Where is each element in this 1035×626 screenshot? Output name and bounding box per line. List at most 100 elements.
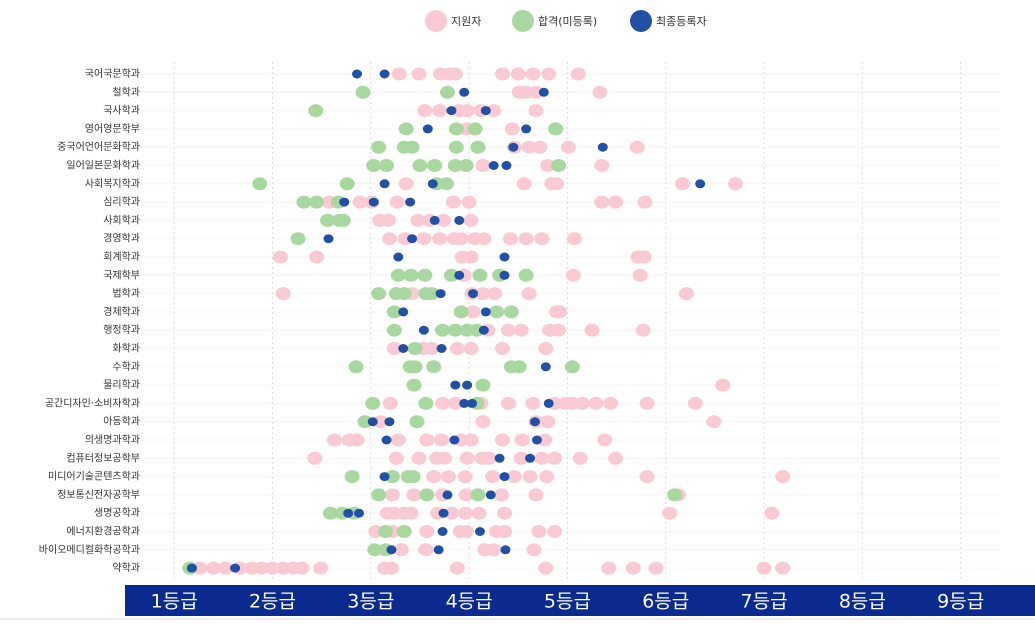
dot: [475, 159, 491, 172]
dot: [500, 396, 516, 410]
dot: [436, 213, 452, 227]
dot: [775, 470, 791, 484]
dot: [525, 396, 541, 410]
dot: [436, 344, 447, 353]
dot: [443, 268, 459, 282]
dot: [447, 67, 463, 81]
dot: [639, 396, 655, 410]
dot: [540, 362, 551, 372]
dot: [538, 561, 554, 575]
dot: [531, 435, 542, 445]
dot: [378, 525, 394, 538]
dot: [470, 140, 486, 154]
dot: [475, 378, 491, 392]
dot: [406, 488, 422, 502]
dot: [639, 470, 655, 484]
dot: [453, 232, 469, 246]
dot: [588, 396, 604, 410]
dot: [371, 287, 387, 301]
dot: [411, 451, 427, 465]
category-label: 생명공학과: [94, 507, 140, 519]
dot: [437, 451, 453, 465]
dot: [368, 197, 379, 207]
dot: [419, 525, 435, 538]
category-label: 사회복지학과: [85, 178, 140, 190]
dot: [418, 396, 434, 410]
dot: [489, 305, 505, 319]
dot: [406, 378, 422, 392]
dot: [437, 527, 448, 536]
category-label: 미디어기술콘텐츠학과: [48, 471, 140, 483]
dot: [379, 69, 390, 79]
dot: [296, 195, 312, 209]
dot: [403, 506, 419, 520]
dot: [463, 433, 479, 447]
dot: [584, 323, 600, 337]
dot: [443, 506, 459, 520]
dot: [547, 525, 563, 538]
dot: [463, 342, 479, 355]
dot: [405, 470, 421, 484]
dot: [540, 415, 556, 429]
dot: [419, 433, 435, 447]
dot: [344, 470, 360, 484]
dot: [352, 69, 363, 79]
x-tick-label: 4등급: [446, 591, 493, 613]
dot: [526, 543, 542, 557]
dot: [496, 506, 512, 520]
dot: [500, 323, 516, 337]
dot: [504, 122, 520, 136]
dot: [454, 215, 465, 225]
dot: [528, 104, 544, 118]
dot: [252, 177, 268, 191]
dot: [728, 177, 744, 191]
dot: [290, 232, 306, 246]
dot: [383, 561, 399, 575]
dot: [367, 417, 378, 427]
dot: [417, 268, 433, 282]
dot: [426, 360, 442, 374]
dot: [326, 433, 342, 447]
category-label: 수학과: [112, 361, 140, 373]
dot: [449, 342, 465, 355]
category-label: 중국어언어문화학과: [57, 141, 140, 153]
dot: [254, 561, 270, 575]
dot: [534, 232, 550, 246]
dot: [662, 506, 678, 520]
dot: [388, 451, 404, 465]
dot: [382, 396, 398, 410]
dot: [487, 287, 503, 301]
dot: [217, 561, 233, 575]
dot: [349, 433, 365, 447]
category-label: 바이오메디컬화학공학과: [39, 543, 140, 556]
category-label: 일어일본문화학과: [66, 160, 140, 172]
dot: [365, 396, 381, 410]
dot: [678, 287, 694, 301]
dot: [467, 122, 483, 136]
category-label: 의생명과학과: [85, 434, 140, 446]
dot: [594, 159, 610, 172]
dot: [390, 268, 406, 282]
dot: [412, 159, 428, 172]
dot: [540, 159, 556, 172]
dot: [418, 325, 429, 335]
dot: [608, 195, 624, 209]
dot: [476, 232, 492, 246]
dot: [521, 124, 532, 134]
dot: [404, 140, 420, 154]
dot: [339, 177, 355, 191]
dot: [541, 67, 557, 81]
dot: [459, 398, 470, 408]
dot: [384, 470, 400, 484]
dot: [551, 323, 567, 337]
dot: [348, 360, 364, 374]
dot: [549, 177, 565, 191]
dot: [442, 490, 453, 500]
dot: [485, 470, 501, 484]
category-label: 공간디자인·소비자학과: [45, 397, 140, 409]
dot: [480, 307, 491, 317]
dot: [313, 561, 329, 575]
dot: [434, 433, 450, 447]
category-label: 영어영문학부: [85, 123, 140, 135]
dot: [468, 289, 479, 299]
